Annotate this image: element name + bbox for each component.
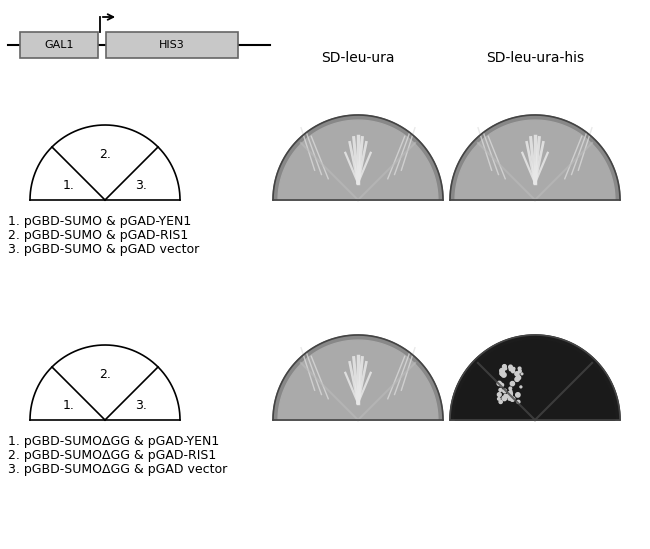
Circle shape	[512, 367, 515, 370]
Polygon shape	[273, 335, 443, 420]
Text: 3.: 3.	[135, 178, 147, 192]
Circle shape	[509, 365, 512, 369]
Circle shape	[497, 382, 501, 385]
Circle shape	[504, 367, 506, 370]
Polygon shape	[278, 120, 438, 200]
Text: 2.: 2.	[99, 368, 111, 382]
Circle shape	[509, 387, 512, 390]
Circle shape	[499, 394, 500, 396]
Circle shape	[515, 377, 519, 382]
Text: 2. pGBD-SUMO & pGAD-RIS1: 2. pGBD-SUMO & pGAD-RIS1	[8, 229, 188, 242]
Circle shape	[502, 365, 506, 368]
Polygon shape	[30, 345, 180, 420]
Circle shape	[510, 382, 515, 386]
Circle shape	[517, 376, 520, 379]
Text: 3. pGBD-SUMOΔGG & pGAD vector: 3. pGBD-SUMOΔGG & pGAD vector	[8, 463, 228, 476]
Circle shape	[502, 396, 506, 401]
Polygon shape	[450, 115, 620, 200]
FancyBboxPatch shape	[106, 32, 238, 58]
Polygon shape	[273, 115, 443, 200]
Circle shape	[515, 393, 520, 397]
Text: 1. pGBD-SUMO & pGAD-YEN1: 1. pGBD-SUMO & pGAD-YEN1	[8, 215, 191, 228]
FancyBboxPatch shape	[20, 32, 98, 58]
Polygon shape	[455, 340, 615, 420]
Text: 3. pGBD-SUMO & pGAD vector: 3. pGBD-SUMO & pGAD vector	[8, 243, 200, 256]
Polygon shape	[278, 340, 438, 420]
Circle shape	[504, 394, 507, 397]
Circle shape	[500, 383, 504, 386]
Circle shape	[499, 400, 502, 404]
Circle shape	[520, 386, 522, 388]
Polygon shape	[30, 125, 180, 200]
Text: 1. pGBD-SUMOΔGG & pGAD-YEN1: 1. pGBD-SUMOΔGG & pGAD-YEN1	[8, 435, 219, 448]
Text: SD-leu-ura-his: SD-leu-ura-his	[486, 51, 584, 65]
Text: 2. pGBD-SUMOΔGG & pGAD-RIS1: 2. pGBD-SUMOΔGG & pGAD-RIS1	[8, 449, 216, 462]
Circle shape	[508, 398, 510, 400]
Text: 1.: 1.	[63, 178, 75, 192]
Circle shape	[519, 369, 521, 372]
Circle shape	[518, 367, 521, 370]
Circle shape	[510, 397, 515, 401]
Circle shape	[502, 389, 506, 393]
Circle shape	[501, 373, 506, 377]
Circle shape	[509, 367, 513, 371]
Circle shape	[512, 397, 515, 400]
Circle shape	[500, 371, 504, 376]
Circle shape	[504, 395, 507, 397]
Circle shape	[515, 372, 519, 376]
Text: 2.: 2.	[99, 148, 111, 161]
Circle shape	[500, 372, 503, 375]
Text: HIS3: HIS3	[159, 40, 185, 50]
Circle shape	[498, 397, 500, 400]
Circle shape	[512, 369, 515, 373]
Text: 1.: 1.	[63, 399, 75, 412]
Circle shape	[516, 376, 521, 380]
Circle shape	[521, 373, 523, 375]
Circle shape	[506, 394, 510, 398]
Circle shape	[499, 389, 502, 391]
Circle shape	[517, 400, 520, 404]
Text: SD-leu-ura: SD-leu-ura	[321, 51, 395, 65]
Text: GAL1: GAL1	[44, 40, 73, 50]
Polygon shape	[455, 120, 615, 200]
Polygon shape	[450, 335, 620, 420]
Circle shape	[497, 393, 501, 396]
Circle shape	[508, 391, 512, 396]
Circle shape	[500, 368, 504, 373]
Text: 3.: 3.	[135, 399, 147, 412]
Circle shape	[510, 390, 512, 393]
Circle shape	[509, 393, 512, 397]
